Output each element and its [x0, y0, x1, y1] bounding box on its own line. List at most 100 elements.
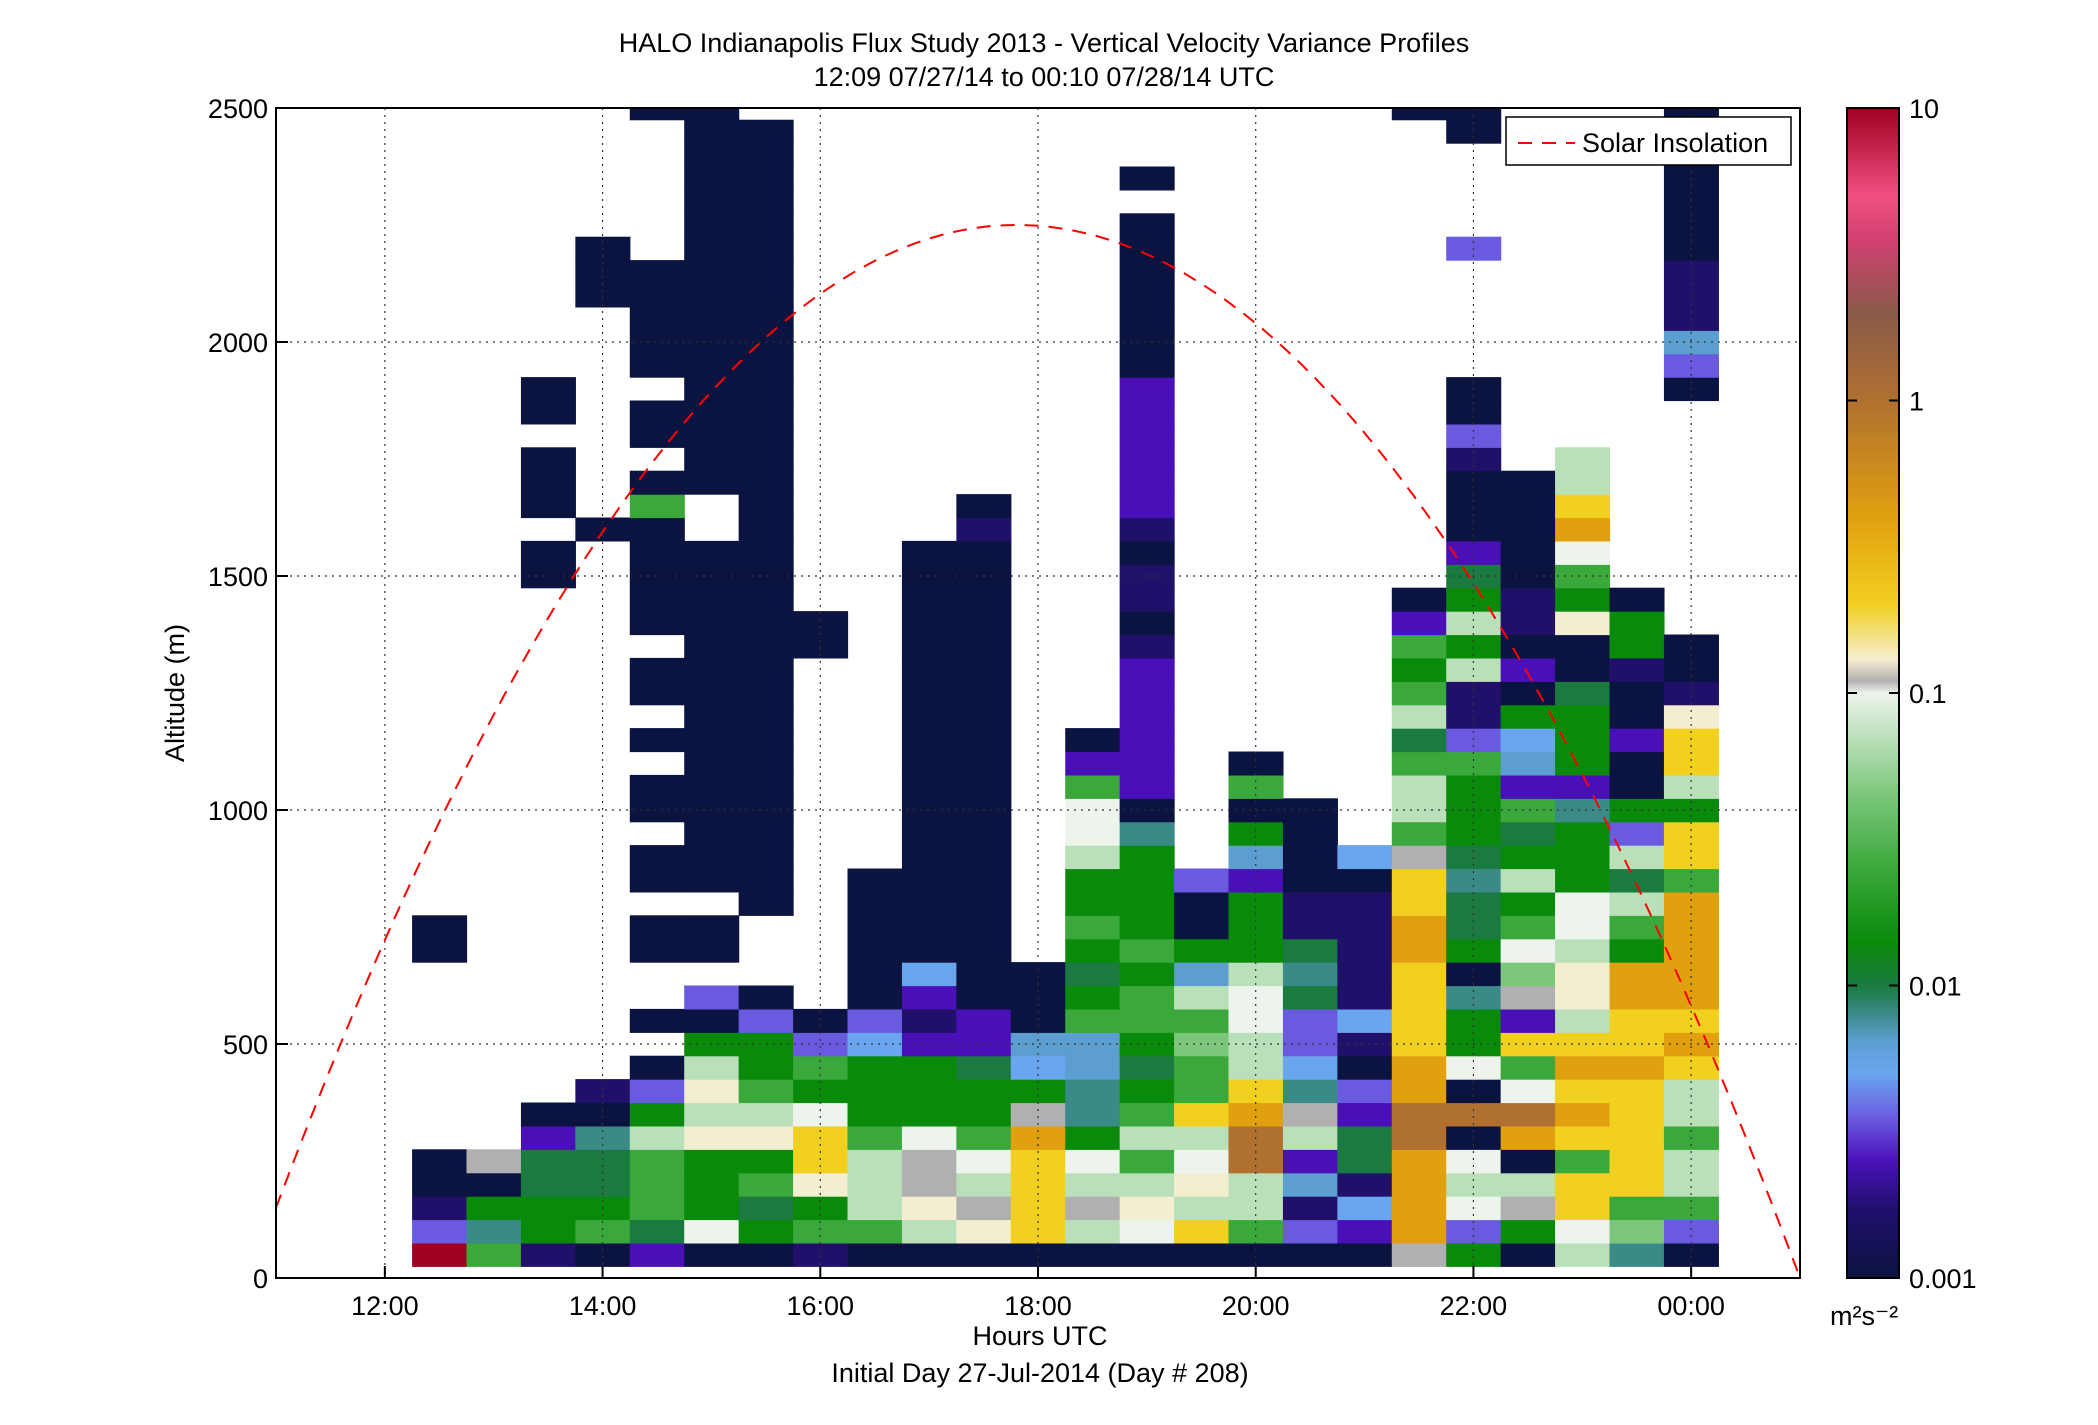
heatmap-cell — [629, 728, 685, 753]
heatmap-cell — [1392, 3, 1447, 27]
heatmap-cell — [684, 1149, 740, 1174]
heatmap-cell — [847, 1196, 903, 1221]
heatmap-cell — [1500, 821, 1556, 846]
heatmap-cell — [1119, 1196, 1175, 1221]
heatmap-cell — [738, 143, 794, 168]
heatmap-cell — [1500, 962, 1556, 987]
heatmap-cell — [575, 1242, 631, 1267]
heatmap-cell — [1446, 611, 1502, 636]
heatmap-cell — [684, 213, 740, 238]
heatmap-cell — [684, 985, 740, 1010]
heatmap-cell — [684, 634, 740, 659]
heatmap-cell — [956, 704, 1012, 729]
heatmap-cell — [793, 1242, 849, 1267]
heatmap-cell — [575, 1079, 631, 1104]
heatmap-cell — [629, 1196, 685, 1221]
heatmap-cell — [956, 681, 1012, 706]
heatmap-cell — [1609, 728, 1665, 753]
heatmap-cell — [1119, 611, 1175, 636]
heatmap-cell — [684, 1219, 740, 1244]
heatmap-cell — [1555, 704, 1611, 729]
heatmap-cell — [956, 845, 1012, 870]
heatmap-cell — [684, 915, 740, 940]
heatmap-cell — [956, 1125, 1012, 1150]
heatmap-cell — [1282, 1008, 1338, 1033]
heatmap-cell — [1609, 891, 1665, 916]
heatmap-cell — [793, 1149, 849, 1174]
heatmap-cell — [1555, 494, 1611, 519]
colorbar-tick-label: 0.1 — [1909, 679, 1947, 709]
heatmap-cell — [1119, 377, 1175, 402]
heatmap-cell — [1555, 1172, 1611, 1197]
heatmap-cell — [901, 587, 957, 612]
heatmap-cell — [1500, 540, 1556, 565]
heatmap-cell — [1555, 962, 1611, 987]
heatmap-cell — [1119, 868, 1175, 893]
heatmap-cell — [1446, 1079, 1502, 1104]
heatmap-cell — [1282, 1172, 1338, 1197]
heatmap-cell — [1500, 915, 1556, 940]
heatmap-cell — [1119, 938, 1175, 963]
heatmap-cell — [520, 1242, 576, 1267]
heatmap-cell — [1228, 891, 1284, 916]
heatmap-cell — [684, 1125, 740, 1150]
heatmap-cell — [793, 1079, 849, 1104]
heatmap-cell — [738, 587, 794, 612]
heatmap-cell — [738, 657, 794, 682]
heatmap-cell — [1119, 774, 1175, 799]
heatmap-cell — [1609, 1242, 1665, 1267]
heatmap-cell — [1391, 1055, 1447, 1080]
heatmap-cell — [684, 751, 740, 776]
heatmap-cell — [956, 891, 1012, 916]
heatmap-cell — [1555, 564, 1611, 589]
heatmap-cell — [1174, 1079, 1230, 1104]
heatmap-cell — [956, 494, 1012, 519]
heatmap-cell — [1663, 681, 1719, 706]
heatmap-cell — [520, 400, 576, 425]
heatmap-cell — [684, 587, 740, 612]
heatmap-cell — [956, 1196, 1012, 1221]
heatmap-cell — [629, 1079, 685, 1104]
heatmap-cell — [738, 166, 794, 191]
heatmap-cell — [1609, 1149, 1665, 1174]
colorbar: 0.001 0.01 0.1 1 10 m²s⁻² — [1830, 94, 1977, 1331]
heatmap-cell — [738, 1242, 794, 1267]
heatmap-cell — [1500, 774, 1556, 799]
heatmap-cell — [1228, 1079, 1284, 1104]
heatmap-cell — [1500, 587, 1556, 612]
heatmap-cell — [1663, 1172, 1719, 1197]
heatmap-cell — [901, 611, 957, 636]
colorbar-tick-label: 0.001 — [1909, 1264, 1977, 1294]
heatmap-cell — [684, 423, 740, 448]
heatmap-cell — [684, 283, 740, 308]
heatmap-cell — [1337, 915, 1393, 940]
heatmap-cell — [738, 306, 794, 331]
legend-box — [1505, 116, 1792, 166]
heatmap-cell — [629, 353, 685, 378]
colorbar-tick-label: 10 — [1909, 94, 1939, 124]
heatmap-cell — [901, 915, 957, 940]
heatmap-cell — [738, 704, 794, 729]
heatmap-cell — [629, 108, 685, 121]
heatmap-cell — [1391, 868, 1447, 893]
heatmap-cell — [629, 1149, 685, 1174]
heatmap-cell — [901, 1102, 957, 1127]
heatmap-cell — [901, 1125, 957, 1150]
heatmap-cell — [684, 353, 740, 378]
heatmap-cell — [575, 1219, 631, 1244]
heatmap-cell — [1065, 1219, 1121, 1244]
heatmap-cell — [1664, 50, 1719, 74]
heatmap-cell — [1555, 845, 1611, 870]
heatmap-cell — [1065, 728, 1121, 753]
legend: Solar Insolation — [1505, 116, 1792, 166]
heatmap-cell — [412, 1196, 468, 1221]
heatmap-cell — [1446, 821, 1502, 846]
grid-lines — [276, 107, 1800, 1279]
heatmap-cell — [847, 962, 903, 987]
heatmap-cell — [1446, 540, 1502, 565]
heatmap-cell — [684, 611, 740, 636]
heatmap-cell — [956, 1219, 1012, 1244]
heatmap-cell — [1391, 985, 1447, 1010]
heatmap-cell — [629, 470, 685, 495]
